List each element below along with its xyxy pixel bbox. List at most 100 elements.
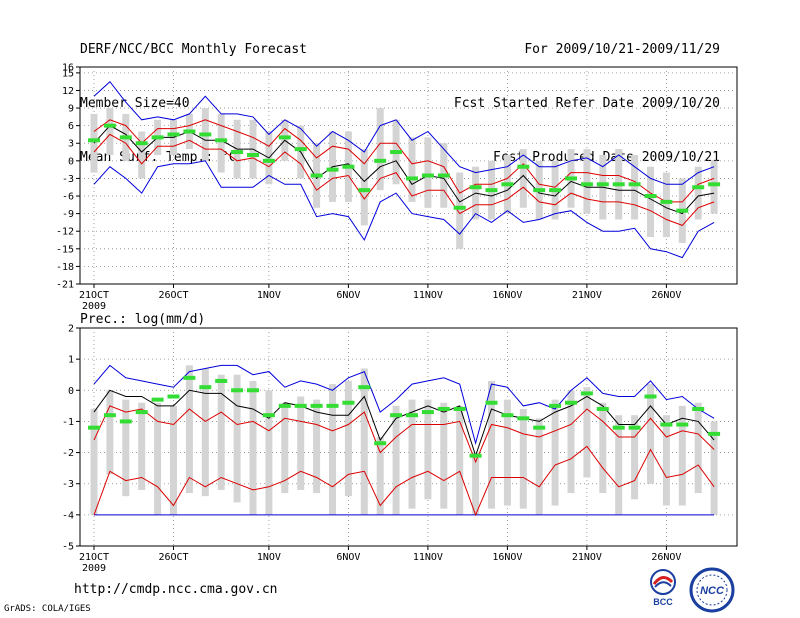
ensemble-box (424, 137, 432, 208)
obs-marker (501, 182, 514, 187)
obs-marker (199, 132, 212, 137)
series-line-lower (93, 445, 715, 517)
footer-url[interactable]: http://cmdp.ncc.cma.gov.cn (74, 582, 278, 597)
x-tick-label: 11NOV (413, 290, 443, 301)
y-tick-label: -21 (56, 280, 74, 291)
ensemble-box (503, 399, 511, 506)
ensemble-box (154, 402, 162, 515)
obs-marker (215, 378, 228, 383)
obs-marker (469, 453, 482, 458)
obs-marker (580, 182, 593, 187)
x-tick-label: 26NOV (651, 290, 681, 301)
ensemble-box (519, 149, 527, 208)
ensemble-box (170, 405, 177, 515)
obs-marker (565, 400, 577, 405)
ensemble-box (567, 390, 575, 494)
obs-marker (310, 403, 323, 408)
ensemble-box (440, 402, 448, 509)
obs-marker (676, 422, 689, 427)
ensemble-box (631, 154, 639, 220)
series-line-min (93, 160, 715, 259)
ensemble-box (535, 418, 543, 515)
y-tick-label: -12 (56, 227, 74, 238)
x-year-label: 2009 (82, 301, 106, 312)
obs-marker (644, 394, 657, 399)
bcc-logo: BCC (650, 569, 676, 607)
ensemble-box (376, 437, 384, 515)
y-tick-label: 3 (68, 139, 74, 150)
obs-marker (342, 400, 355, 405)
obs-marker (294, 403, 307, 408)
obs-marker (580, 391, 593, 396)
obs-marker (517, 416, 530, 421)
obs-marker (421, 173, 434, 178)
obs-marker (406, 176, 418, 181)
obs-marker (374, 158, 387, 163)
ensemble-box (392, 405, 400, 515)
ensemble-box (249, 380, 257, 515)
series-line-max (93, 80, 715, 185)
ensemble-box (408, 399, 416, 509)
obs-marker (310, 173, 323, 178)
ensemble-box (376, 108, 384, 191)
y-tick-label: -2 (62, 448, 74, 459)
ensemble-box (678, 405, 686, 506)
obs-marker (278, 403, 291, 408)
y-tick-label: -3 (62, 174, 74, 185)
series-line-max (93, 364, 715, 446)
y-tick-label: 12 (62, 86, 74, 97)
obs-marker (501, 413, 514, 418)
ensemble-box (615, 415, 623, 515)
obs-marker (437, 173, 450, 178)
obs-marker (469, 185, 482, 190)
ensemble-box (201, 368, 209, 497)
ensemble-box (297, 396, 305, 490)
obs-marker (596, 182, 609, 187)
y-tick-label: 1 (68, 355, 74, 366)
series-line-mean (93, 124, 715, 215)
header-member-size: Member Size=40 (80, 96, 190, 111)
obs-marker (103, 123, 116, 128)
y-tick-label: -4 (62, 510, 74, 521)
x-tick-label: 21NOV (572, 290, 602, 301)
obs-marker (453, 406, 466, 411)
ensemble-box (631, 415, 639, 500)
ensemble-box (583, 387, 591, 478)
plot-frame (79, 327, 738, 547)
ensemble-box (710, 421, 718, 515)
y-tick-label: -6 (62, 192, 74, 203)
ensemble-box (662, 415, 670, 506)
ensemble-box (647, 384, 654, 484)
y-tick-label: -15 (56, 244, 74, 255)
x-tick-label: 21NOV (572, 552, 602, 563)
x-tick-label: 16NOV (492, 552, 522, 563)
obs-marker (183, 129, 196, 134)
ensemble-box (599, 402, 607, 494)
obs-marker (517, 164, 530, 169)
y-tick-label: -5 (62, 542, 74, 553)
ensemble-box (106, 390, 114, 475)
x-tick-label: 6NOV (336, 552, 360, 563)
obs-marker (485, 400, 498, 405)
obs-marker (549, 188, 562, 193)
ensemble-box (488, 380, 495, 509)
ensemble-box (138, 402, 146, 490)
ensemble-box (647, 166, 654, 238)
obs-marker (390, 413, 403, 418)
ensemble-box (694, 402, 702, 494)
ensemble-box (106, 108, 114, 155)
obs-marker (151, 135, 164, 140)
obs-marker (247, 152, 259, 157)
y-tick-label: -18 (56, 262, 74, 273)
obs-marker (183, 375, 196, 380)
obs-marker (612, 425, 625, 430)
ncc-logo-text: NCC (700, 585, 725, 597)
header-start-date: Fcst Started Refer Date 2009/10/20 (453, 96, 720, 111)
ensemble-box (583, 149, 591, 214)
y-tick-label: -3 (62, 479, 74, 490)
precip-title: Prec.: log(mm/d) (80, 312, 205, 327)
ensemble-box (662, 172, 670, 238)
ensemble-box (360, 149, 368, 226)
